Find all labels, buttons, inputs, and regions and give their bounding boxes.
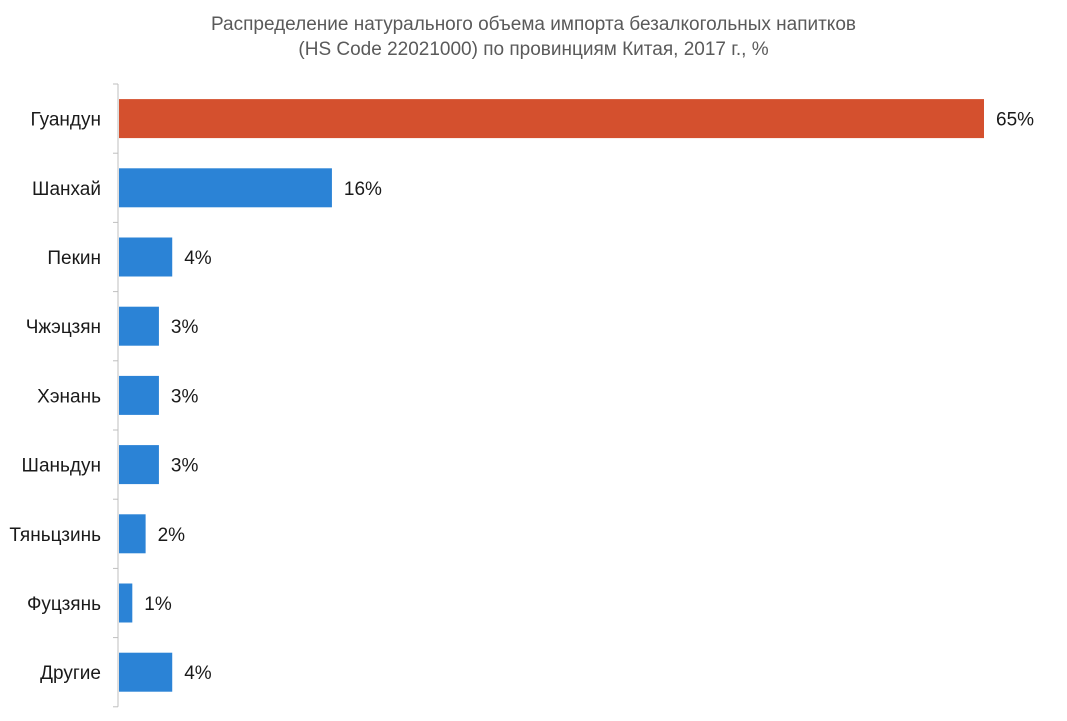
value-label: 1% [144, 594, 172, 615]
chart-title-line-1: Распределение натурального объема импорт… [210, 14, 856, 35]
value-label: 2% [158, 525, 186, 546]
value-label: 4% [184, 663, 212, 684]
bar [119, 306, 159, 346]
bar [119, 652, 173, 692]
value-label: 3% [171, 317, 199, 338]
category-label: Фуцзянь [27, 594, 101, 615]
bars-group [119, 99, 984, 692]
category-label: Пекин [47, 248, 101, 269]
bar [119, 583, 133, 623]
bar [119, 445, 159, 485]
category-label: Шаньдун [22, 456, 101, 477]
bar [119, 375, 159, 415]
bar [119, 514, 146, 554]
category-label: Тяньцзинь [9, 525, 101, 546]
value-labels-group: 65% 16% 4% 3% 3% 3% 2% 1% 4% [144, 110, 1034, 685]
category-label: Другие [40, 663, 101, 684]
category-label: Хэнань [37, 386, 101, 407]
category-label: Шанхай [32, 179, 101, 200]
chart-title-line-2: (HS Code 22021000) по провинциям Китая, … [298, 39, 769, 60]
category-label: Гуандун [31, 110, 101, 131]
bar [119, 237, 173, 277]
value-label: 16% [344, 179, 382, 200]
axis-ticks-group [113, 83, 118, 708]
value-label: 3% [171, 456, 199, 477]
bar [119, 99, 984, 139]
value-label: 65% [996, 110, 1034, 131]
category-labels-group: Гуандун Шанхай Пекин Чжэцзян Хэнань Шаньдун Тя… [9, 110, 101, 685]
category-label: Чжэцзян [26, 317, 101, 338]
bar [119, 168, 332, 208]
value-label: 4% [184, 248, 212, 269]
value-label: 3% [171, 386, 199, 407]
chart-title: Распределение натурального объема импорт… [0, 12, 1067, 62]
